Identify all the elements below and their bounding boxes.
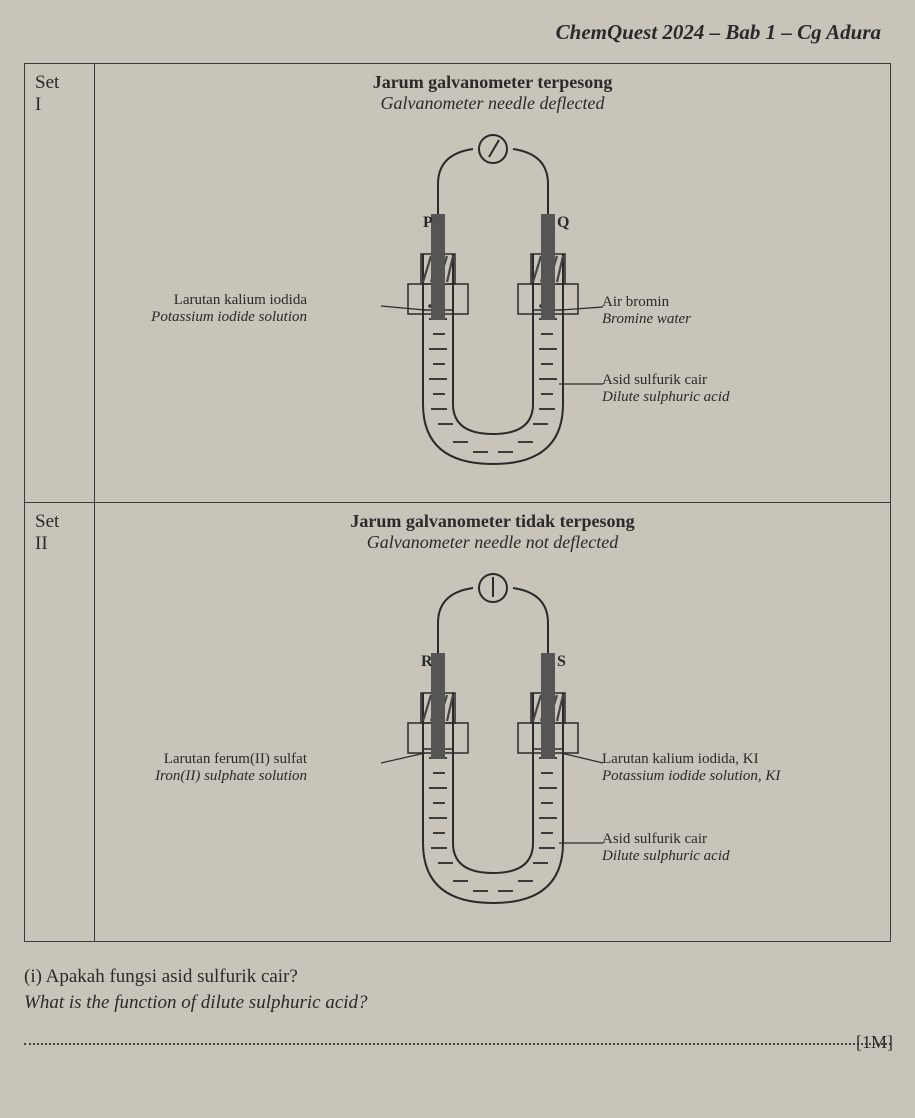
set-1-diagram: P Q Larutan kalium iodida Potassium iodi… [107, 124, 878, 484]
set1-right-ms: Air bromin [602, 294, 691, 311]
set-2-diagram: R S Larutan ferum(II) sulfat Iron(II) su… [107, 563, 878, 923]
set-2-caption-en: Galvanometer needle not deflected [107, 532, 878, 553]
set1-left-label: Larutan kalium iodida Potassium iodide s… [117, 292, 307, 327]
page-header: ChemQuest 2024 – Bab 1 – Cg Adura [24, 20, 891, 45]
set-label-2: Set [35, 511, 84, 533]
set1-left-en: Potassium iodide solution [117, 309, 307, 326]
set1-left-ms: Larutan kalium iodida [117, 292, 307, 309]
question-block: (i) Apakah fungsi asid sulfurik cair? Wh… [24, 964, 891, 1015]
set-2-caption-ms: Jarum galvanometer tidak terpesong [107, 511, 878, 532]
set2-right-ms: Larutan kalium iodida, KI [602, 751, 780, 768]
set-2-row: Set II Jarum galvanometer tidak terpeson… [25, 503, 890, 941]
set2-acid-en: Dilute sulphuric acid [602, 848, 730, 865]
set2-left-label: Larutan ferum(II) sulfat Iron(II) sulpha… [107, 751, 307, 786]
utube-svg-2: R S [303, 563, 683, 923]
set1-acid-en: Dilute sulphuric acid [602, 389, 730, 406]
set2-left-en: Iron(II) sulphate solution [107, 768, 307, 785]
set-1-caption-en: Galvanometer needle deflected [107, 93, 878, 114]
set-number: I [35, 94, 84, 116]
set1-right-label: Air bromin Bromine water [602, 294, 691, 329]
question-ms: Apakah fungsi asid sulfurik cair? [46, 966, 298, 987]
set-1-diagram-cell: Jarum galvanometer terpesong Galvanomete… [95, 64, 890, 502]
electrode-q-letter: Q [557, 214, 569, 231]
set1-acid-label: Asid sulfurik cair Dilute sulphuric acid [602, 372, 730, 407]
question-en: What is the function of dilute sulphuric… [24, 992, 368, 1013]
set-label: Set [35, 72, 84, 94]
set-1-label-cell: Set I [25, 64, 95, 502]
set-1-caption-ms: Jarum galvanometer terpesong [107, 72, 878, 93]
set-number-2: II [35, 533, 84, 555]
mark-allocation: [1M] [856, 1032, 893, 1053]
set-1-row: Set I Jarum galvanometer terpesong Galva… [25, 64, 890, 503]
set1-acid-ms: Asid sulfurik cair [602, 372, 730, 389]
electrode-p-letter: P [423, 214, 433, 231]
set2-acid-label: Asid sulfurik cair Dilute sulphuric acid [602, 831, 730, 866]
electrode-s-letter: S [557, 653, 566, 670]
answer-line: [1M] [24, 1043, 891, 1045]
question-number: (i) [24, 966, 42, 987]
set2-acid-ms: Asid sulfurik cair [602, 831, 730, 848]
set2-left-ms: Larutan ferum(II) sulfat [107, 751, 307, 768]
set-2-diagram-cell: Jarum galvanometer tidak terpesong Galva… [95, 503, 890, 941]
electrode-r-letter: R [421, 653, 433, 670]
set1-right-en: Bromine water [602, 311, 691, 328]
set-2-label-cell: Set II [25, 503, 95, 941]
set2-right-label: Larutan kalium iodida, KI Potassium iodi… [602, 751, 780, 786]
experiment-table: Set I Jarum galvanometer terpesong Galva… [24, 63, 891, 942]
set2-right-en: Potassium iodide solution, KI [602, 768, 780, 785]
